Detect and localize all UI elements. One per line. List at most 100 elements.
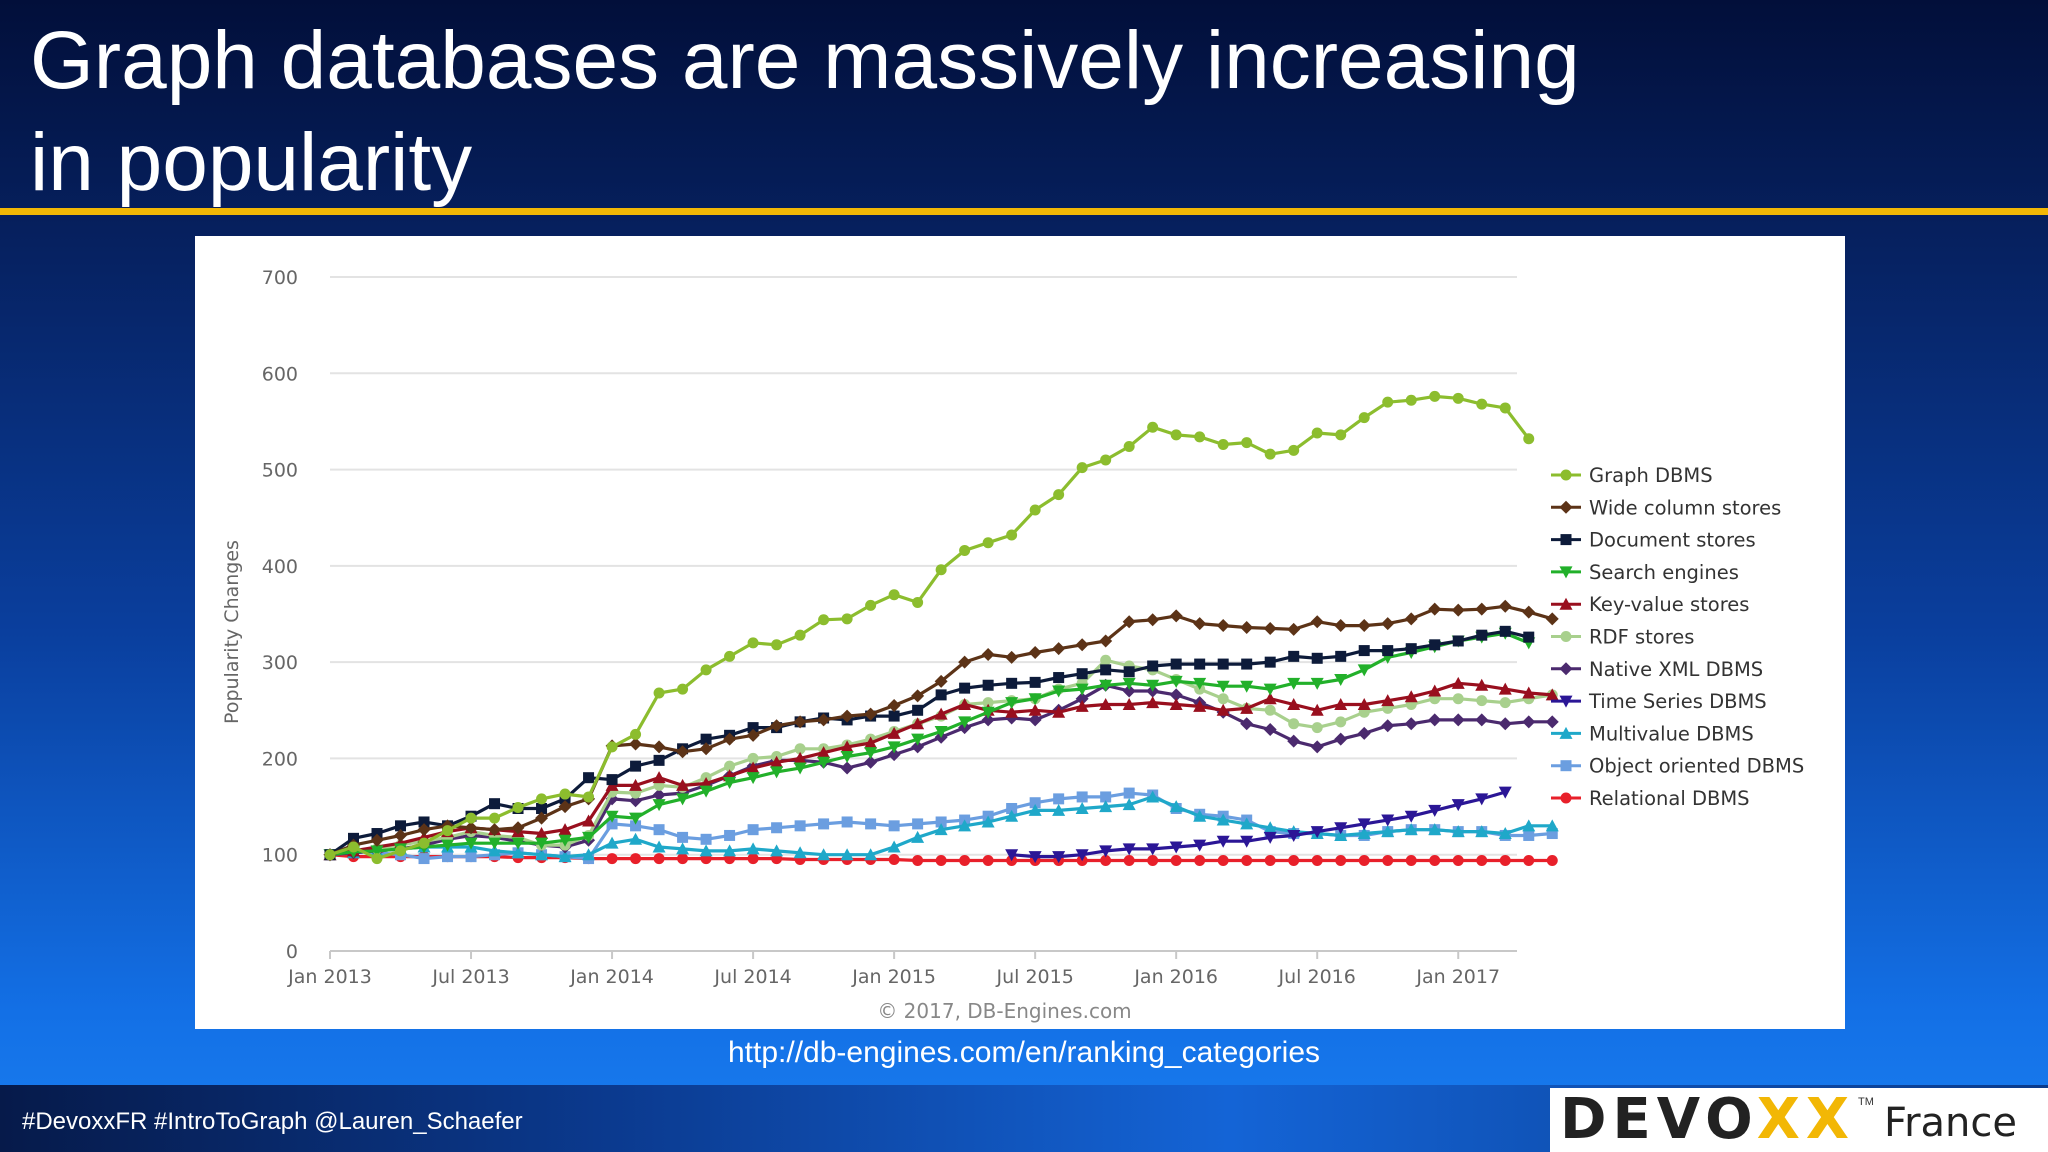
data-point-object-oriented-dbms: [1006, 802, 1018, 814]
series-line-search-engines: [329, 631, 1530, 857]
data-point-native-xml-dbms: [629, 794, 643, 808]
data-point-key-value-stores: [1334, 698, 1348, 711]
data-point-object-oriented-dbms: [794, 820, 806, 832]
data-point-time-series-dbms: [1287, 829, 1301, 842]
data-point-graph-dbms: [771, 639, 783, 651]
data-point-native-xml-dbms: [1545, 715, 1559, 729]
data-point-relational-dbms: [1335, 854, 1347, 866]
data-point-multivalue-dbms: [981, 815, 995, 828]
data-point-relational-dbms: [1100, 854, 1112, 866]
data-point-native-xml-dbms: [1428, 713, 1442, 727]
legend-marker-multivalue-dbms: [1559, 726, 1573, 739]
data-point-time-series-dbms: [1475, 793, 1489, 806]
data-point-multivalue-dbms: [1498, 827, 1512, 840]
data-point-multivalue-dbms: [1099, 800, 1113, 813]
data-point-search-engines: [1122, 677, 1136, 690]
data-point-wide-column-stores: [488, 823, 502, 837]
data-point-multivalue-dbms: [1052, 803, 1066, 816]
data-point-document-stores: [1006, 677, 1018, 689]
source-link[interactable]: http://db-engines.com/en/ranking_categor…: [727, 1036, 1321, 1069]
data-point-key-value-stores: [1028, 703, 1042, 716]
data-point-key-value-stores: [1122, 698, 1136, 711]
data-point-multivalue-dbms: [864, 848, 878, 861]
data-point-wide-column-stores: [864, 707, 878, 721]
data-point-object-oriented-dbms: [1523, 829, 1535, 841]
data-point-search-engines: [840, 751, 854, 764]
data-point-rdf-stores: [1264, 704, 1276, 716]
data-point-multivalue-dbms: [770, 844, 784, 857]
x-tick-label: Jul 2014: [713, 966, 791, 988]
data-point-native-xml-dbms: [1334, 732, 1348, 746]
data-point-native-xml-dbms: [840, 761, 854, 775]
data-point-rdf-stores: [1217, 693, 1229, 705]
data-point-native-xml-dbms: [1475, 713, 1489, 727]
data-point-object-oriented-dbms: [818, 818, 830, 830]
series-line-graph-dbms: [329, 394, 1531, 861]
data-point-graph-dbms: [841, 613, 853, 625]
data-point-native-xml-dbms: [1287, 734, 1301, 748]
data-point-key-value-stores: [793, 751, 807, 764]
data-point-native-xml-dbms: [1404, 717, 1418, 731]
data-point-relational-dbms: [1499, 854, 1511, 866]
logo-word-start: DEVO: [1560, 1087, 1757, 1152]
data-point-graph-dbms: [1382, 396, 1394, 408]
data-point-wide-column-stores: [1263, 621, 1277, 635]
data-point-search-engines: [511, 837, 525, 850]
data-point-multivalue-dbms: [1428, 823, 1442, 836]
data-point-search-engines: [1075, 683, 1089, 696]
data-point-graph-dbms: [442, 825, 454, 837]
data-point-object-oriented-dbms: [1100, 791, 1112, 803]
data-point-graph-dbms: [794, 629, 806, 641]
data-point-wide-column-stores: [464, 821, 478, 835]
data-point-wide-column-stores: [1287, 622, 1301, 636]
data-point-key-value-stores: [911, 717, 925, 730]
data-point-wide-column-stores: [1428, 602, 1442, 616]
data-point-wide-column-stores: [1146, 613, 1160, 627]
devoxx-france-logo: DEVOXX TM France: [1550, 1088, 2048, 1152]
data-point-document-stores: [1499, 625, 1511, 637]
x-tick-label: Jul 2013: [431, 966, 509, 988]
data-point-key-value-stores: [1099, 698, 1113, 711]
data-point-time-series-dbms: [1075, 849, 1089, 862]
data-point-key-value-stores: [1005, 705, 1019, 718]
data-point-key-value-stores: [1475, 678, 1489, 691]
data-point-multivalue-dbms: [535, 848, 549, 861]
data-point-time-series-dbms: [1334, 822, 1348, 835]
data-point-object-oriented-dbms: [1053, 793, 1065, 805]
data-point-key-value-stores: [958, 698, 972, 711]
data-point-document-stores: [418, 816, 430, 828]
data-point-key-value-stores: [1522, 686, 1536, 699]
data-point-document-stores: [583, 772, 595, 784]
data-point-key-value-stores: [1287, 698, 1301, 711]
data-point-document-stores: [1264, 656, 1276, 668]
data-point-relational-dbms: [1311, 854, 1323, 866]
data-point-time-series-dbms: [1404, 810, 1418, 823]
data-point-search-engines: [1146, 679, 1160, 692]
data-point-multivalue-dbms: [605, 836, 619, 849]
data-point-graph-dbms: [982, 537, 994, 549]
data-point-multivalue-dbms: [1028, 803, 1042, 816]
data-point-wide-column-stores: [535, 811, 549, 825]
data-point-rdf-stores: [724, 760, 736, 772]
data-point-rdf-stores: [1100, 654, 1112, 666]
data-point-object-oriented-dbms: [700, 833, 712, 845]
data-point-multivalue-dbms: [1522, 819, 1536, 832]
data-point-key-value-stores: [1545, 688, 1559, 701]
data-point-wide-column-stores: [699, 742, 713, 756]
data-point-search-engines: [1169, 675, 1183, 688]
data-point-key-value-stores: [1451, 676, 1465, 689]
data-point-native-xml-dbms: [652, 788, 666, 802]
data-point-object-oriented-dbms: [1076, 791, 1088, 803]
y-tick-label: 0: [286, 941, 298, 963]
data-point-search-engines: [676, 793, 690, 806]
legend-marker-document-stores: [1560, 534, 1572, 546]
data-point-multivalue-dbms: [676, 842, 690, 855]
data-point-graph-dbms: [653, 687, 665, 699]
y-tick-label: 300: [262, 652, 298, 674]
data-point-native-xml-dbms: [1263, 723, 1277, 737]
data-point-key-value-stores: [1357, 698, 1371, 711]
data-point-graph-dbms: [630, 728, 642, 740]
data-point-document-stores: [536, 802, 548, 814]
data-point-multivalue-dbms: [1005, 809, 1019, 822]
data-point-object-oriented-dbms: [418, 853, 430, 865]
